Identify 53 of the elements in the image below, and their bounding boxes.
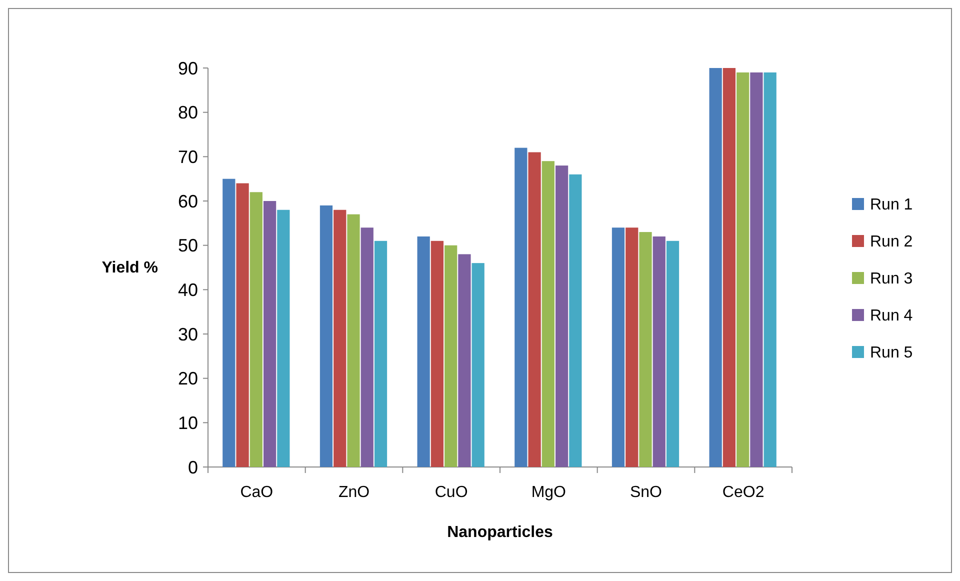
legend-label: Run 5 xyxy=(870,344,913,362)
bar xyxy=(222,178,236,467)
bar xyxy=(722,68,736,467)
y-tick-label: 20 xyxy=(178,368,198,389)
bar xyxy=(569,174,582,467)
y-tick-label: 50 xyxy=(178,236,198,256)
y-tick-label: 10 xyxy=(178,412,198,433)
y-tick-label: 0 xyxy=(188,457,198,478)
bar xyxy=(528,152,541,467)
bar xyxy=(709,68,722,467)
bar xyxy=(626,228,638,467)
bar xyxy=(652,236,666,467)
bar xyxy=(458,254,471,467)
bar xyxy=(430,240,444,467)
bar xyxy=(347,214,360,467)
bar xyxy=(555,166,568,467)
x-tick-label: CeO2 xyxy=(722,484,764,501)
legend-label: Run 2 xyxy=(870,234,913,251)
bar xyxy=(320,205,333,467)
y-tick-label: 30 xyxy=(178,324,198,344)
bar xyxy=(374,240,388,467)
bar xyxy=(736,72,750,467)
bar xyxy=(417,236,430,467)
bar xyxy=(263,201,276,467)
bar xyxy=(472,263,484,467)
x-tick-label: CaO xyxy=(240,484,274,501)
bar xyxy=(750,72,763,467)
bar xyxy=(277,210,290,467)
bar xyxy=(250,192,262,467)
y-axis-title: Yield % xyxy=(102,260,158,276)
bar xyxy=(542,161,554,467)
bar xyxy=(666,240,680,467)
bar xyxy=(764,72,776,467)
x-tick-label: MgO xyxy=(531,484,566,501)
legend-label: Run 1 xyxy=(870,196,913,214)
legend-label: Run 4 xyxy=(870,308,913,325)
legend-label: Run 3 xyxy=(870,270,913,288)
y-tick-label: 80 xyxy=(178,102,198,123)
x-axis-title: Nanoparticles xyxy=(447,524,554,541)
y-tick-label: 90 xyxy=(178,58,198,78)
bar xyxy=(360,228,374,467)
y-tick-label: 40 xyxy=(178,280,198,300)
bar xyxy=(236,183,249,467)
x-tick-label: CuO xyxy=(434,484,468,501)
y-tick-label: 60 xyxy=(178,191,198,212)
bar xyxy=(514,148,528,467)
x-tick-label: SnO xyxy=(630,484,662,501)
bar xyxy=(612,228,625,467)
x-tick-label: ZnO xyxy=(338,484,370,501)
bar xyxy=(639,232,652,467)
y-tick-label: 70 xyxy=(178,146,198,167)
bar xyxy=(334,210,346,467)
bar xyxy=(444,245,458,467)
